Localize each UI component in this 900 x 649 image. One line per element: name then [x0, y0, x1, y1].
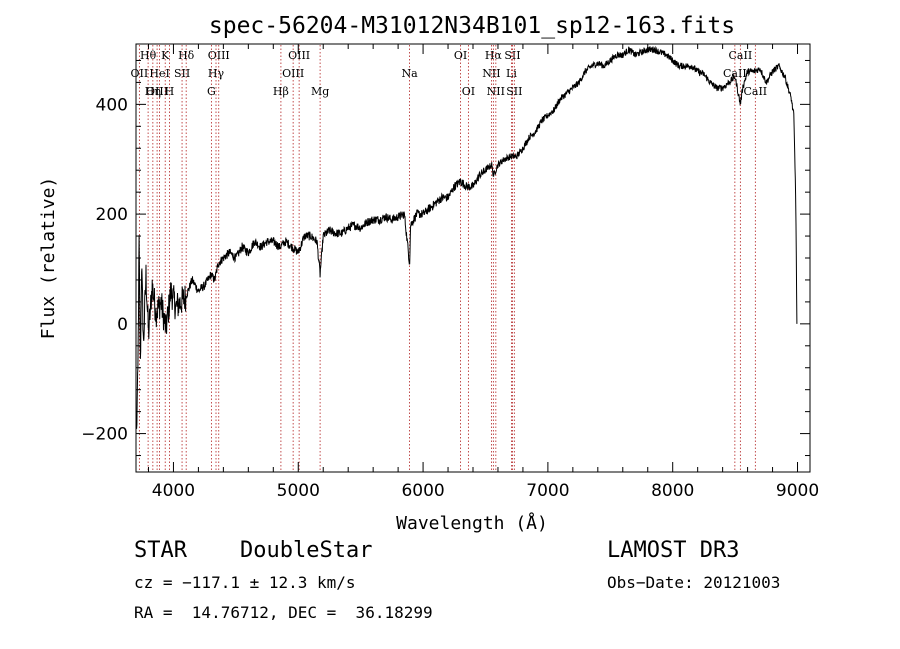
- spectral-line-label: OIII: [282, 67, 304, 80]
- spectral-line-label: Hγ: [208, 67, 225, 80]
- object-subclass: DoubleStar: [240, 538, 373, 563]
- spectral-line-label: Na: [402, 67, 419, 80]
- spectral-line-label: NII: [482, 67, 500, 80]
- plot-frame: [135, 43, 811, 473]
- x-tick-label: 7000: [526, 481, 569, 501]
- x-tick-label: 5000: [277, 481, 320, 501]
- spectral-line-label: CaII: [723, 67, 747, 80]
- spectrum-line: [136, 45, 798, 429]
- y-tick-label: 200: [96, 205, 128, 225]
- spectral-line-label: OIII: [288, 49, 310, 62]
- object-class: STAR: [134, 538, 187, 563]
- spectral-line-label: G: [207, 85, 216, 98]
- x-tick-label: 4000: [152, 481, 195, 501]
- x-tick-label: 6000: [401, 481, 444, 501]
- spectral-line-label: CaII: [743, 85, 767, 98]
- y-tick-label: 400: [96, 95, 128, 115]
- spectral-line-label: Hδ: [178, 49, 195, 62]
- spectral-line-label: CaII: [729, 49, 753, 62]
- spectral-line-label: OI: [454, 49, 467, 62]
- y-tick-label: 0: [117, 315, 128, 335]
- spectral-line-label: Mg: [311, 85, 329, 98]
- spectral-line-label: K: [161, 49, 170, 62]
- spectral-line-label: OIII: [146, 85, 168, 98]
- spectral-line-label: NII: [487, 85, 505, 98]
- spectrum-series: [136, 45, 798, 429]
- spectral-line-label: HeI: [149, 67, 169, 80]
- axis-ticks: 4000 5000 6000 7000 8000 9000 −200 0 200 400: [81, 44, 819, 501]
- x-tick-label: 8000: [651, 481, 694, 501]
- spectral-line-label: Hβ: [273, 85, 289, 98]
- spectral-line-markers: Hθ OII OIII K HeI Hη SII H Hδ OIII Hγ G OIII OIII Hβ Mg…: [131, 45, 767, 471]
- spectral-line-label: OIII: [208, 49, 230, 62]
- x-tick-label: 9000: [776, 481, 819, 501]
- spectral-line-label: Hα: [485, 49, 503, 62]
- x-axis-label: Wavelength (Å): [396, 512, 548, 534]
- spectral-line-label: H: [165, 85, 175, 98]
- chart-title: spec-56204-M31012N34B101_sp12-163.fits: [209, 13, 735, 39]
- spectral-line-label: Hθ: [140, 49, 157, 62]
- spectral-line-label: Hη: [145, 85, 161, 98]
- spectral-line-label: SII: [174, 67, 190, 80]
- y-tick-label: −200: [81, 425, 128, 445]
- y-axis-label: Flux (relative): [38, 177, 59, 340]
- spectral-line-label: SII: [504, 49, 520, 62]
- spectral-line-label: OII: [131, 67, 149, 80]
- observation-date: Obs−Date: 20121003: [607, 573, 781, 592]
- spectral-line-label: Li: [506, 67, 517, 80]
- survey-name: LAMOST DR3: [607, 538, 740, 563]
- spectral-line-label: SII: [506, 85, 522, 98]
- spectral-line-label: OI: [462, 85, 475, 98]
- sky-coordinates: RA = 14.76712, DEC = 36.18299: [134, 603, 433, 622]
- redshift-velocity: cz = −117.1 ± 12.3 km/s: [134, 573, 356, 592]
